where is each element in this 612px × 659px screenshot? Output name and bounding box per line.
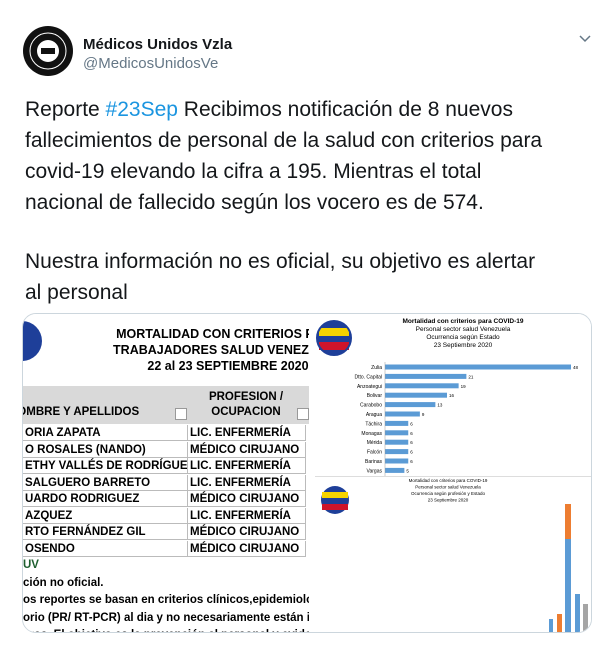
category-label: Falcón [367,450,382,456]
name-cell: ORIA ZAPATA [23,425,188,441]
category-label: Zulia [371,365,382,371]
category-label: Carabobo [360,403,382,409]
bar [385,373,467,379]
footer-text: os reportes se basan en criterios clínic… [23,594,309,606]
tweet-line: al personal [25,281,128,304]
chart-title: Ocurrencia según profesión y Estado [411,491,486,496]
value-label: 48 [573,365,579,370]
bar [385,449,409,455]
name-cell: O ROSALES (NANDO) [23,441,188,458]
profession-cell: LIC. ENFERMERÍA [188,474,306,491]
media: MORTALIDAD CON CRITERIOS PARA TRABAJADORE… [22,313,592,633]
bar [385,439,409,445]
table-title: MORTALIDAD CON CRITERIOS PARA [116,327,309,341]
hashtag[interactable]: #23Sep [105,98,178,121]
footer-text: orio (PR/ RT-PCR) al dia y no necesariam… [23,611,309,624]
category-label: Bolivar [367,393,383,399]
chart-title: Mortalidad con criterios para COVID-19 [409,478,488,483]
profession-cell: LIC. ENFERMERÍA [188,458,306,474]
tweet-line: Nuestra información no es oficial, su ob… [25,250,536,273]
name-cell: ETHY VALLÉS DE RODRÍGUEZ [23,458,188,474]
value-label: 9 [422,412,425,417]
avatar[interactable] [22,25,74,77]
table-title: 22 al 23 SEPTIEMBRE 2020 [147,359,309,373]
category-label: Táchira [365,421,382,427]
tweet-line: nacional de fallecido según los vocero e… [25,191,484,214]
profession-cell: LIC. ENFERMERÍA [188,425,306,441]
chart-title: 23 Septiembre 2020 [428,498,469,503]
value-label: 19 [461,384,467,389]
display-name[interactable]: Médicos Unidos Vzla [83,36,233,53]
value-label: 6 [410,421,413,426]
bar [385,430,409,436]
tweet-line: fallecimientos de personal de la salud c… [25,129,543,152]
category-label: Barinas [365,459,382,465]
text: Reporte [25,98,106,121]
name-cell: RTO FERNÁNDEZ GIL [23,524,188,540]
divider [315,476,591,477]
bar [385,364,571,370]
value-label: 21 [468,374,474,379]
tweet-line: Reporte #23Sep Recibimos notificación de… [25,98,513,122]
category-label: Anzoategui [357,384,382,390]
footer-text: UV [23,559,39,571]
profession-cell: MÉDICO CIRUJANO [188,491,306,507]
chart-image[interactable]: Mortalidad con criterios para COVID-19 Pe… [311,314,591,632]
table-image[interactable]: MORTALIDAD CON CRITERIOS PARA TRABAJADORE… [23,314,309,632]
text: Recibimos notificación de 8 nuevos [177,98,513,121]
bar [385,392,447,398]
value-label: 16 [449,393,455,398]
bar [385,467,405,473]
bar [385,458,409,464]
handle[interactable]: @MedicosUnidosVe [83,55,219,72]
footer-text: eros. El objetivo es la prevención al pe… [23,629,309,632]
profession-cell: LIC. ENFERMERÍA [188,507,306,524]
profession-bars [549,504,588,632]
chart-title: Ocurrencia según Estado [426,334,500,341]
category-label: Aragua [366,412,382,418]
filter-button[interactable] [175,408,187,420]
bar [385,383,459,389]
header-row [23,386,309,424]
chart-title: Personal sector salud Venezuela [416,326,511,333]
bar [385,420,409,426]
chart-title: 23 Septiembre 2020 [434,342,493,349]
category-label: Dtto. Capital [354,374,382,380]
profession-cell: MÉDICO CIRUJANO [188,524,306,540]
name-cell: SALGUERO BARRETO [23,474,188,491]
logo [23,321,42,361]
category-label: Vargas [367,468,383,474]
table-title: TRABAJADORES SALUD VENEZUELA [113,343,309,357]
value-label: 6 [410,459,413,464]
chart-title: Personal sector salud Venezuela [415,485,481,490]
name-cell: AZQUEZ [23,507,188,524]
value-label: 13 [437,403,443,408]
category-label: Monagas [361,431,382,437]
value-label: 6 [410,440,413,445]
tweet-line: covid-19 elevando la cifra a 195. Mientr… [25,160,482,183]
value-label: 5 [406,468,409,473]
footer-text: ción no oficial. [23,576,104,589]
menu-chevron[interactable] [578,34,592,44]
value-label: 6 [410,431,413,436]
value-label: 6 [410,450,413,455]
bar [385,402,436,408]
logo [321,486,349,514]
chart: Mortalidad con criterios para COVID-19Pe… [315,318,591,632]
bar [385,411,420,417]
profession-cell: MÉDICO CIRUJANO [188,441,306,458]
filter-button[interactable] [297,408,309,420]
column-header: PROFESION / OCUPACION [208,391,284,418]
name-cell: UARDO RODRIGUEZ [23,491,188,507]
category-label: Mérida [367,440,383,446]
chart-title: Mortalidad con criterios para COVID-19 [402,318,523,325]
name-cell: OSENDO [23,540,188,557]
profession-cell: MÉDICO CIRUJANO [188,540,306,557]
column-header: NOMBRE Y APELLIDOS [23,406,140,418]
logo [316,320,352,356]
